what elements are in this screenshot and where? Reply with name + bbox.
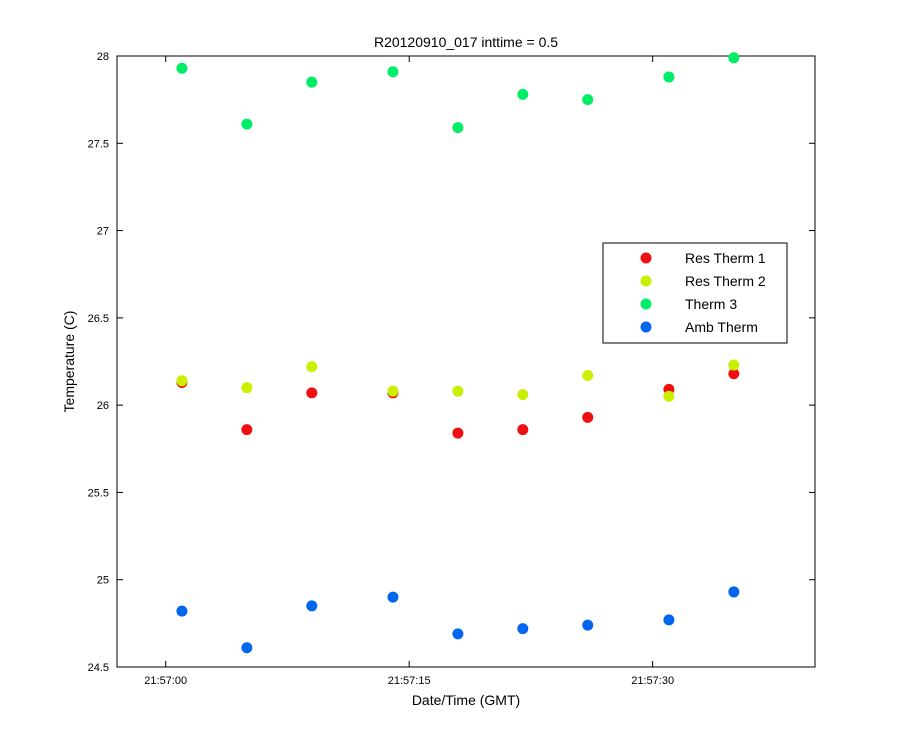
y-tick-label: 26 [97,400,109,412]
data-point [663,614,675,626]
data-point [176,605,188,617]
y-axis-label: Temperature (C) [61,311,77,413]
data-point [582,411,594,423]
data-point [241,382,253,394]
data-point [306,600,318,612]
data-point [387,591,399,603]
legend-marker [640,298,652,310]
data-point [452,122,464,134]
y-tick-label: 28 [97,51,109,63]
data-point [241,424,253,436]
y-tick-label: 27 [97,226,109,238]
y-tick-label: 25 [97,575,109,587]
data-point [306,76,318,88]
series-amb-therm [176,586,740,654]
data-point [241,642,253,654]
data-point [663,390,675,402]
data-point [387,66,399,78]
data-point [452,427,464,439]
data-point [517,623,529,635]
y-tick-label: 25.5 [88,487,109,499]
data-point [728,52,740,64]
data-point [728,586,740,598]
data-point [582,94,594,106]
y-tick-label: 26.5 [88,313,109,325]
data-point [241,118,253,130]
plot-area [116,55,816,668]
data-point [728,359,740,371]
data-point [582,369,594,381]
data-point [517,88,529,100]
legend-box [602,242,788,344]
legend-label: Amb Therm [685,319,758,335]
series-therm-3 [176,52,740,134]
data-point [728,368,740,380]
data-point [306,387,318,399]
x-axis-label: Date/Time (GMT) [412,692,520,708]
x-tick-label: 21:57:15 [388,675,431,687]
x-tick-label: 21:57:00 [144,675,187,687]
y-tick-label: 24.5 [88,662,109,674]
series-res-therm-2 [176,359,740,402]
legend-label: Res Therm 1 [685,250,766,266]
chart-title: R20120910_017 inttime = 0.5 [374,34,558,50]
legend-marker [640,275,652,287]
legend-marker [640,252,652,264]
data-point [663,71,675,83]
legend-label: Res Therm 2 [685,273,766,289]
data-point [176,62,188,74]
data-point [517,389,529,401]
data-point [176,375,188,387]
x-axis: 21:57:00 21:57:15 21:57:30 [144,56,674,687]
legend: Res Therm 1 Res Therm 2 Therm 3 Amb Therm [602,242,788,344]
x-tick-label: 21:57:30 [631,675,674,687]
data-point [387,385,399,397]
y-axis: 24.5 25 25.5 26 26.5 27 27.5 28 [88,51,815,674]
legend-marker [640,321,652,333]
data-points [176,52,740,654]
data-point [517,424,529,436]
data-point [452,628,464,640]
legend-label: Therm 3 [685,296,737,312]
y-tick-label: 27.5 [88,138,109,150]
data-point [582,619,594,631]
data-point [306,361,318,373]
data-point [452,385,464,397]
